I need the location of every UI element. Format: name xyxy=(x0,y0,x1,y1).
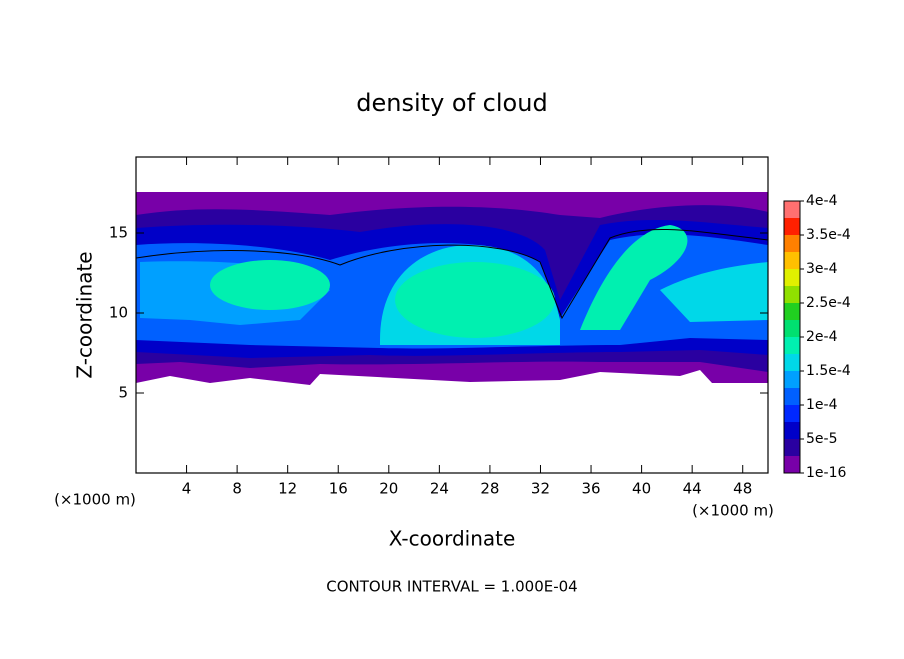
colorbar-band xyxy=(784,235,800,252)
contour-region xyxy=(395,262,555,338)
x-tick-label: 48 xyxy=(733,480,752,498)
y-axis-label: Z-coordinate xyxy=(73,251,97,378)
colorbar-band xyxy=(784,388,800,405)
colorbar-label: 3e-4 xyxy=(806,261,838,277)
colorbar-label: 3.5e-4 xyxy=(806,227,851,243)
y-tick-label: 10 xyxy=(109,304,128,322)
colorbar-band xyxy=(784,405,800,422)
contour-field xyxy=(136,192,768,385)
colorbar-band xyxy=(784,422,800,439)
contour-region xyxy=(580,225,688,330)
x-tick-label: 20 xyxy=(379,480,398,498)
colorbar-label: 1.5e-4 xyxy=(806,363,851,379)
colorbar-band xyxy=(784,269,800,286)
x-tick-label: 44 xyxy=(683,480,702,498)
contour-line xyxy=(136,228,768,320)
x-tick-label: 36 xyxy=(581,480,600,498)
colorbar-label: 5e-5 xyxy=(806,431,837,447)
contour-region xyxy=(210,260,330,310)
x-tick-label: 8 xyxy=(232,480,242,498)
colorbar-label: 1e-4 xyxy=(806,397,838,413)
x-tick-label: 28 xyxy=(480,480,499,498)
colorbar-band xyxy=(784,201,800,218)
colorbar-band xyxy=(784,337,800,354)
colorbar-band xyxy=(784,303,800,320)
contour-region xyxy=(660,262,768,322)
colorbar-label: 1e-16 xyxy=(806,465,846,481)
x-tick-label: 16 xyxy=(329,480,348,498)
colorbar-label: 4e-4 xyxy=(806,193,838,209)
colorbar-label: 2e-4 xyxy=(806,329,838,345)
footer: CONTOUR INTERVAL = 1.000E-04 xyxy=(326,578,577,596)
x-tick-label: 40 xyxy=(632,480,651,498)
y-unit: (×1000 m) xyxy=(54,491,136,509)
x-tick-label: 32 xyxy=(531,480,550,498)
y-tick-label: 5 xyxy=(118,384,128,402)
colorbar-band xyxy=(784,286,800,303)
x-tick-label: 12 xyxy=(278,480,297,498)
x-axis-label: X-coordinate xyxy=(389,527,516,551)
colorbar-band xyxy=(784,218,800,235)
chart-title: density of cloud xyxy=(356,89,547,117)
plot-frame xyxy=(135,156,769,474)
colorbar-band xyxy=(784,456,800,473)
x-tick-label: 4 xyxy=(182,480,192,498)
colorbar-band xyxy=(784,439,800,456)
x-tick-label: 24 xyxy=(430,480,449,498)
x-unit: (×1000 m) xyxy=(692,502,774,520)
colorbar-band xyxy=(784,371,800,388)
colorbar-band xyxy=(784,354,800,371)
colorbar-band xyxy=(784,252,800,269)
colorbar-label: 2.5e-4 xyxy=(806,295,851,311)
colorbar-band xyxy=(784,320,800,337)
y-tick-label: 15 xyxy=(109,224,128,242)
